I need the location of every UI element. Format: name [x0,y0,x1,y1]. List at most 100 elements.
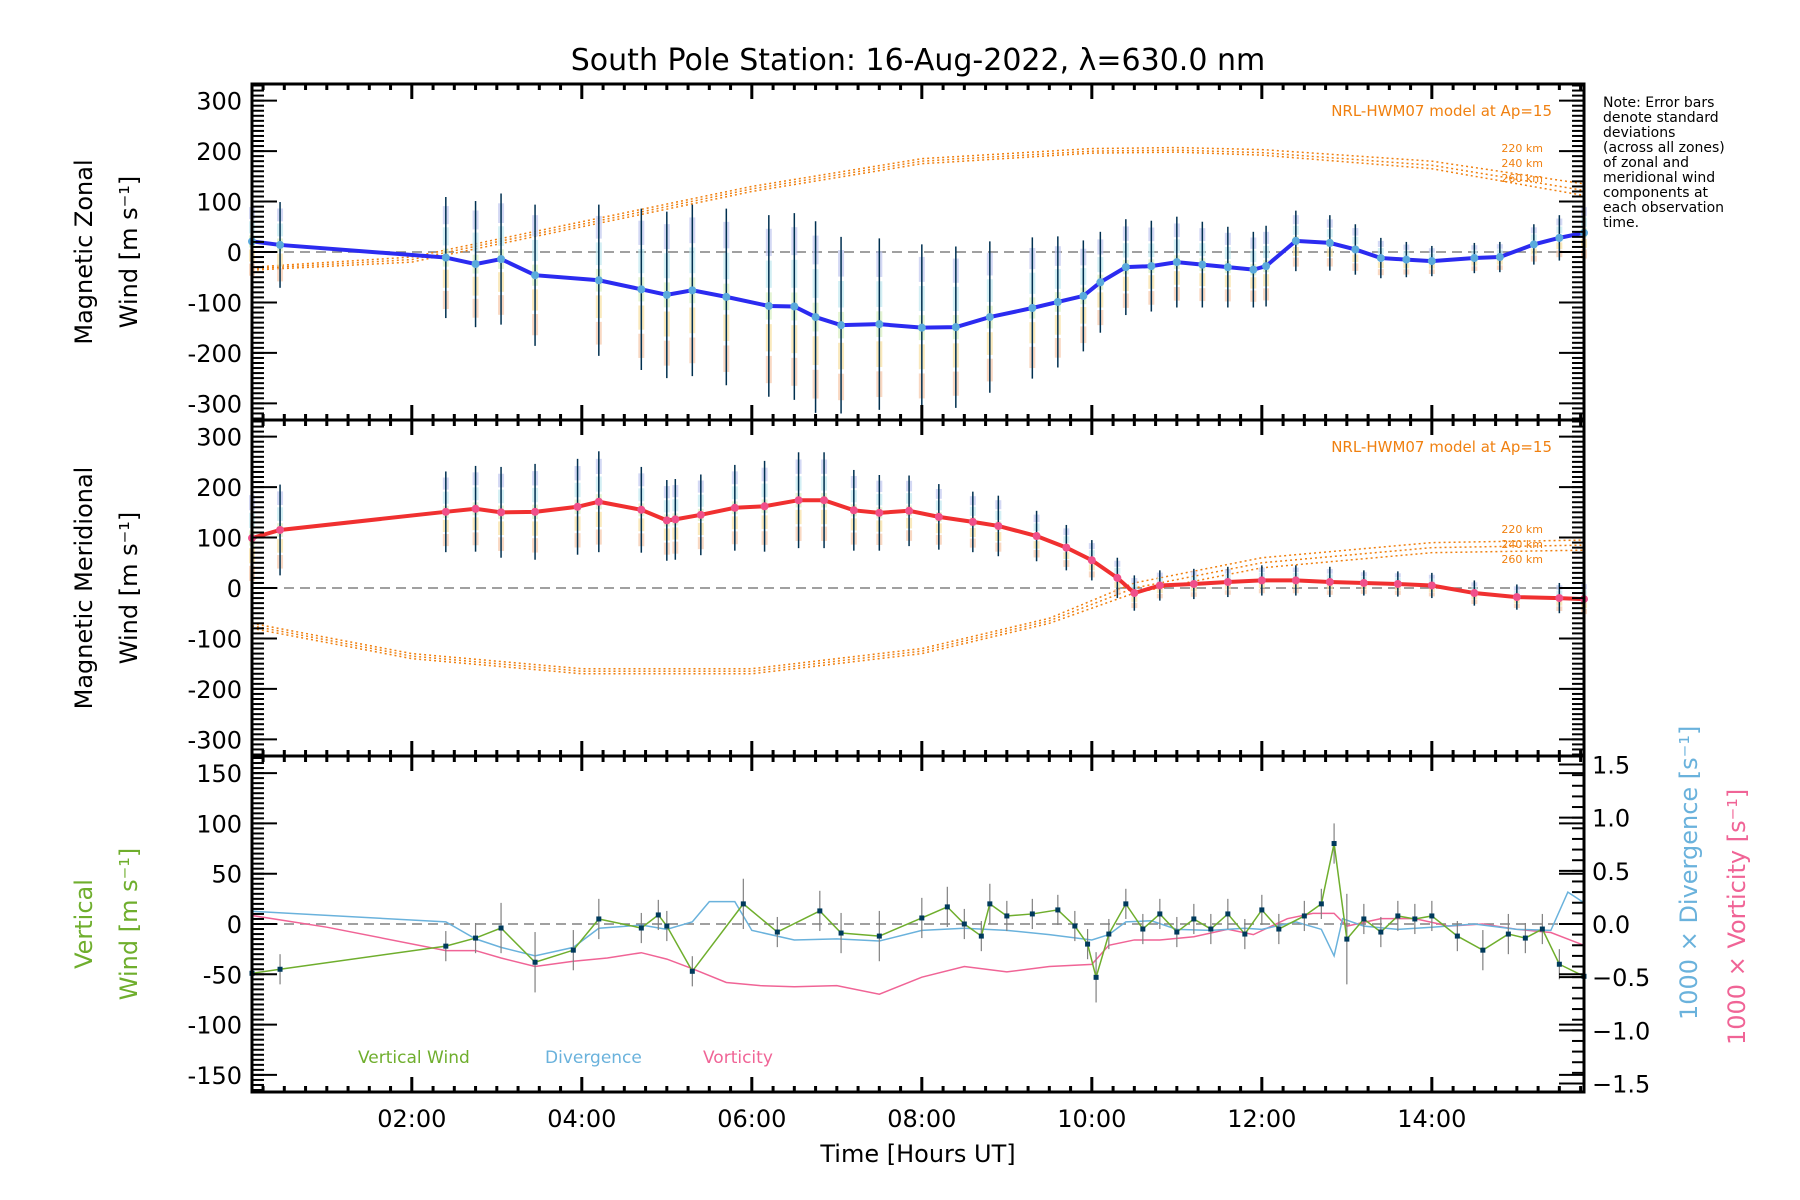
note-line: denote standard [1603,110,1719,126]
zonal-point [1096,278,1105,287]
vertical-wind-point [1480,947,1486,953]
x-tick-label: 08:00 [887,1105,956,1133]
zonal-point [1376,254,1385,263]
zonal-point [1223,263,1232,272]
vertical-wind-point [1208,926,1214,932]
y-tick-label: 0 [227,239,242,267]
meridional-point [794,496,803,505]
meridional-point [1427,581,1436,590]
vertical-wind-point [1318,901,1324,907]
zonal-point [1028,304,1037,312]
y-tick-label: 200 [196,138,242,166]
vertical-wind-point [1106,931,1112,937]
vertical-wind-point [1556,961,1562,967]
vertical-wind-point [1378,929,1384,935]
meridional-point [696,510,705,519]
vertical-wind-point [1522,935,1528,941]
zonal-point [497,255,506,264]
vertical-wind-point [740,901,746,907]
zonal-point [276,240,285,249]
vertical-wind-point [944,904,950,910]
meridional-point [1325,577,1334,586]
vertical-wind-point [689,968,695,974]
meridional-point [1470,589,1479,598]
vertical-wind-line [251,843,1585,981]
right-tick-label: 0.0 [1592,911,1630,939]
vertical-wind-point [473,935,479,941]
vertical-wind-point [978,933,984,939]
zonal-point [837,321,846,330]
vertical-wind-point [1191,916,1197,922]
vertical-wind-point [838,930,844,936]
zonal-point [594,276,603,285]
vertical-wind-point [876,933,882,939]
vertical-wind-point [1395,913,1401,919]
zonal-point [1325,238,1334,247]
meridional-point [1257,576,1266,585]
vertical-wind-point [1242,931,1248,937]
vertical-wind-point [1429,913,1435,919]
zonal-point [875,320,884,329]
y-tick-label: -150 [188,1062,242,1090]
model-alt-label: 220 km [1501,523,1543,536]
meridional-wind-line [251,498,1585,602]
meridional-point [1087,556,1096,565]
y-tick-label: 300 [196,88,242,116]
vertical-wind-point [919,915,925,921]
model-alt-label: 220 km [1501,142,1543,155]
model-curve-220-km [251,146,1585,268]
y-tick-label: -100 [188,625,242,653]
meridional-point [1223,577,1232,586]
vertical-wind-point [774,929,780,935]
y-tick-label: -100 [188,1012,242,1040]
x-tick-label: 12:00 [1227,1105,1296,1133]
meridional-point [1291,576,1300,585]
x-tick-label: 04:00 [547,1105,616,1133]
note-line: each observation [1603,200,1724,216]
vertical-ylabel-line1: Vertical [70,879,98,969]
divergence-axis-label: 1000 × Divergence [s⁻¹] [1675,726,1703,1020]
zonal-point [531,271,540,280]
zonal-point [1147,262,1156,271]
zonal-point [1427,257,1436,266]
meridional-point [1130,589,1139,598]
meridional-point [820,496,829,505]
x-axis: 02:00 04:00 06:00 08:00 10:00 12:00 14:00 [377,1105,1466,1133]
zonal-point [764,301,773,310]
zonal-point [1555,233,1564,242]
zonal-point [1053,297,1062,306]
vertical-wind-point [1029,911,1035,917]
note-line: of zonal and [1603,155,1689,171]
zonal-point [951,323,960,332]
meridional-point [730,503,739,512]
meridional-point [875,508,884,517]
meridional-point [497,508,506,517]
legend-divergence: Divergence [545,1048,642,1068]
note-line: meridional wind [1603,170,1715,186]
panel-vertical: Vertical Wind Divergence Vorticity 1.5 1.0 0.… [70,726,1751,1099]
vertical-wind-point [1072,923,1078,929]
meridional-point [1062,543,1071,552]
vertical-wind-point [1412,916,1418,922]
right-tick-label: −0.5 [1592,964,1650,992]
model-curve-240-km [251,149,1585,270]
zonal-point [985,313,994,322]
meridional-point [1155,581,1164,590]
y-tick-label: -200 [188,340,242,368]
x-tick-label: 06:00 [717,1105,786,1133]
zonal-point [1249,265,1258,274]
y-tick-label: 100 [196,525,242,553]
y-tick-label: 100 [196,810,242,838]
y-tick-label: 300 [196,424,242,452]
panel-meridional: NRL-HWM07 model at Ap=15 220 km 240 km 260 … [70,418,1588,758]
meridional-point [905,506,914,515]
meridional-point [276,525,285,534]
zonal-point [688,286,697,295]
vertical-wind-point [532,959,538,965]
vertical-wind-point [1505,931,1511,937]
zonal-point [1172,258,1181,267]
y-tick-label: 200 [196,474,242,502]
vorticity-axis-label: 1000 × Vorticity [s⁻¹] [1723,789,1751,1045]
y-tick-label: 100 [196,189,242,217]
